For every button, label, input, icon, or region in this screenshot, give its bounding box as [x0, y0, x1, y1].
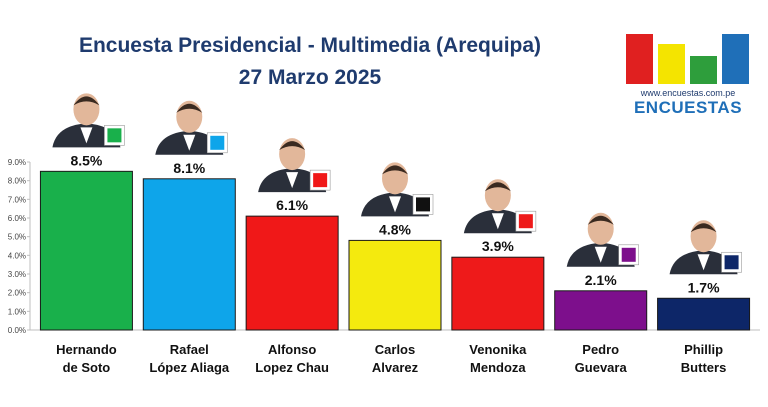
candidate-photo [258, 138, 327, 193]
logo-bar-yellow [658, 44, 685, 84]
bar [554, 290, 648, 331]
chart-title: Encuesta Presidencial - Multimedia (Areq… [78, 34, 542, 57]
candidate-name-line2: López Aliaga [149, 360, 230, 375]
logo-bar-green [690, 56, 717, 84]
green-puma-icon [104, 125, 125, 146]
candidate-name: Pedro Guevara [551, 341, 651, 377]
blue-r-icon [206, 132, 228, 154]
candidate-name-line1: Pedro [582, 342, 620, 357]
y-tick-label: 8.0% [8, 177, 26, 186]
logo-wordmark: ENCUESTAS [633, 98, 743, 117]
candidate-name-line1: Rafael [169, 342, 209, 357]
candidate-photo [52, 93, 121, 148]
candidate-photo [463, 179, 532, 234]
y-tick-label: 0.0% [8, 326, 26, 335]
data-label: 2.1% [585, 272, 617, 288]
red-helmet-icon [309, 169, 331, 191]
candidate-name-line2: Guevara [574, 360, 627, 375]
candidate-name-line1: Phillip [684, 342, 724, 357]
y-tick-label: 5.0% [8, 233, 26, 242]
data-label: 6.1% [276, 197, 308, 213]
candidate-photo [155, 100, 224, 155]
peru-primero-icon [618, 244, 640, 266]
candidate-name: Alfonso Lopez Chau [242, 341, 342, 377]
candidate-name-line1: Carlos [374, 342, 416, 357]
y-tick-label: 3.0% [8, 270, 26, 279]
data-label: 8.5% [70, 152, 102, 168]
y-tick-label: 2.0% [8, 289, 26, 298]
bar [245, 215, 339, 331]
red-flower-icon [515, 210, 537, 232]
candidate-photo [669, 220, 738, 275]
data-label: 3.9% [482, 238, 514, 254]
y-tick-label: 9.0% [8, 158, 26, 167]
candidate-name-line2: Lopez Chau [255, 360, 329, 375]
candidate-name-line2: Butters [680, 360, 727, 375]
candidate-name-line1: Hernando [56, 342, 117, 357]
candidate-name-line1: Venonika [469, 342, 527, 357]
data-label: 1.7% [688, 279, 720, 295]
y-tick-label: 4.0% [8, 251, 26, 260]
candidate-name: Venonika Mendoza [448, 341, 548, 377]
candidate-name-line2: Alvarez [371, 360, 419, 375]
y-tick-label: 6.0% [8, 214, 26, 223]
y-tick-label: 1.0% [8, 307, 26, 316]
logo-bar-blue [722, 34, 749, 84]
candidate-name: Carlos Alvarez [345, 341, 445, 377]
candidate-name: Hernando de Soto [36, 341, 136, 377]
chart-date: 27 Marzo 2025 [238, 66, 382, 89]
bar [39, 170, 133, 331]
bar [657, 297, 751, 331]
logo-bar-red [626, 34, 653, 84]
bar [451, 256, 545, 331]
bar [142, 178, 236, 331]
blue-train-icon [721, 251, 742, 273]
y-tick-label: 7.0% [8, 195, 26, 204]
data-label: 4.8% [379, 221, 411, 237]
logo-url: www.encuestas.com.pe [640, 88, 736, 98]
candidate-photo [566, 212, 635, 267]
yellow-k-icon [412, 194, 434, 215]
encuestas-logo [626, 34, 749, 84]
bar [348, 239, 442, 331]
candidate-name-line1: Alfonso [267, 342, 317, 357]
candidate-name: Rafael López Aliaga [139, 341, 239, 377]
candidate-name-line2: de Soto [62, 360, 111, 375]
data-label: 8.1% [173, 160, 205, 176]
candidate-name-line2: Mendoza [470, 360, 526, 375]
candidate-photo [361, 162, 429, 217]
candidate-name: Phillip Butters [654, 341, 754, 377]
